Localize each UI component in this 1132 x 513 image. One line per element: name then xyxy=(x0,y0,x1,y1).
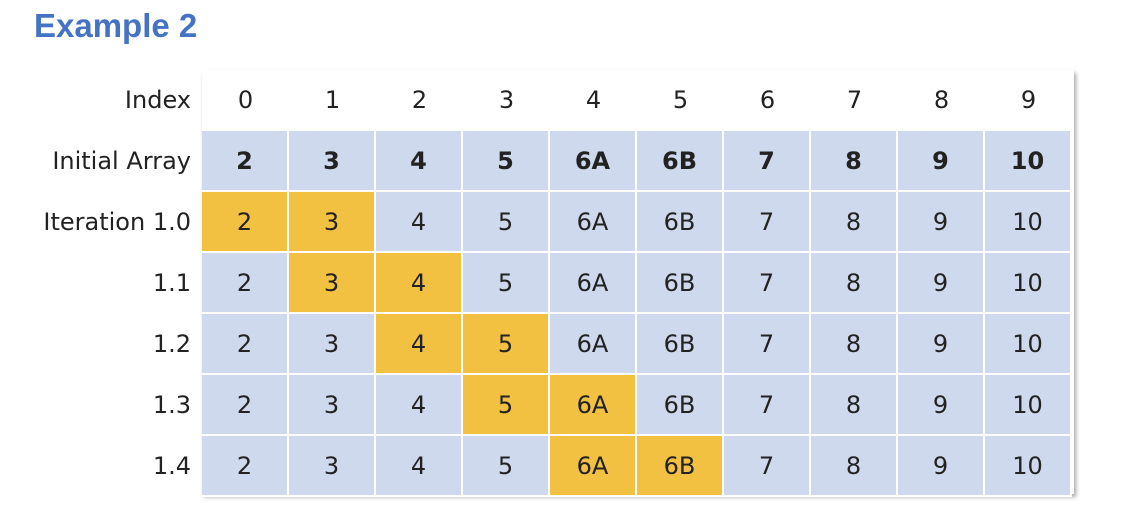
array-cell: 9 xyxy=(898,253,985,314)
row-label: 1.2 xyxy=(152,330,191,358)
row-label: 1.3 xyxy=(152,391,191,419)
index-cell: 1 xyxy=(289,70,376,131)
array-cell: 2 xyxy=(202,314,289,375)
array-cell: 5 xyxy=(463,436,550,497)
array-cell: 9 xyxy=(898,375,985,436)
array-cell: 6B xyxy=(637,375,724,436)
array-cell: 4 xyxy=(376,253,463,314)
array-cell: 8 xyxy=(811,253,898,314)
array-cell: 6A xyxy=(550,314,637,375)
array-cell: 4 xyxy=(376,131,463,192)
array-cell: 3 xyxy=(289,436,376,497)
array-cell: 8 xyxy=(811,314,898,375)
row-label: 1.4 xyxy=(152,452,191,480)
array-cell: 2 xyxy=(202,131,289,192)
array-cell: 6B xyxy=(637,436,724,497)
array-cell: 8 xyxy=(811,375,898,436)
row-label: Index xyxy=(124,86,191,114)
array-cell: 2 xyxy=(202,192,289,253)
array-cell: 6B xyxy=(637,253,724,314)
array-cell: 6A xyxy=(550,192,637,253)
array-cell: 4 xyxy=(376,314,463,375)
array-cell: 8 xyxy=(811,436,898,497)
index-cell: 2 xyxy=(376,70,463,131)
index-cell: 6 xyxy=(724,70,811,131)
array-cell: 6A xyxy=(550,436,637,497)
array-cell: 6B xyxy=(637,192,724,253)
array-cell: 10 xyxy=(985,314,1072,375)
array-cell: 8 xyxy=(811,131,898,192)
array-cell: 6B xyxy=(637,131,724,192)
index-cell: 3 xyxy=(463,70,550,131)
array-cell: 10 xyxy=(985,192,1072,253)
array-cell: 5 xyxy=(463,375,550,436)
index-cell: 7 xyxy=(811,70,898,131)
array-cell: 5 xyxy=(463,253,550,314)
index-cell: 4 xyxy=(550,70,637,131)
array-cell: 6A xyxy=(550,253,637,314)
array-cell: 9 xyxy=(898,436,985,497)
array-cell: 5 xyxy=(463,131,550,192)
array-cell: 3 xyxy=(289,253,376,314)
array-cell: 3 xyxy=(289,131,376,192)
array-cell: 5 xyxy=(463,192,550,253)
array-cell: 7 xyxy=(724,253,811,314)
array-cell: 2 xyxy=(202,253,289,314)
array-cell: 9 xyxy=(898,131,985,192)
array-cell: 10 xyxy=(985,436,1072,497)
index-cell: 9 xyxy=(985,70,1072,131)
array-cell: 7 xyxy=(724,375,811,436)
array-cell: 3 xyxy=(289,375,376,436)
page-title: Example 2 xyxy=(34,7,198,44)
array-cell: 10 xyxy=(985,131,1072,192)
array-cell: 9 xyxy=(898,314,985,375)
array-cell: 8 xyxy=(811,192,898,253)
array-cell: 9 xyxy=(898,192,985,253)
array-cell: 6A xyxy=(550,131,637,192)
row-label: Iteration 1.0 xyxy=(43,208,191,236)
array-cell: 6B xyxy=(637,314,724,375)
array-cell: 10 xyxy=(985,375,1072,436)
index-cell: 5 xyxy=(637,70,724,131)
array-cell: 7 xyxy=(724,436,811,497)
array-cell: 2 xyxy=(202,436,289,497)
array-cell: 4 xyxy=(376,375,463,436)
array-cell: 2 xyxy=(202,375,289,436)
index-cell: 8 xyxy=(898,70,985,131)
array-cell: 7 xyxy=(724,192,811,253)
array-cell: 10 xyxy=(985,253,1072,314)
array-cell: 7 xyxy=(724,131,811,192)
array-cell: 6A xyxy=(550,375,637,436)
array-cell: 4 xyxy=(376,436,463,497)
row-label: Initial Array xyxy=(52,147,191,175)
array-cell: 3 xyxy=(289,192,376,253)
array-cell: 5 xyxy=(463,314,550,375)
row-label: 1.1 xyxy=(152,269,191,297)
array-cell: 7 xyxy=(724,314,811,375)
array-cell: 3 xyxy=(289,314,376,375)
array-cell: 4 xyxy=(376,192,463,253)
index-cell: 0 xyxy=(202,70,289,131)
